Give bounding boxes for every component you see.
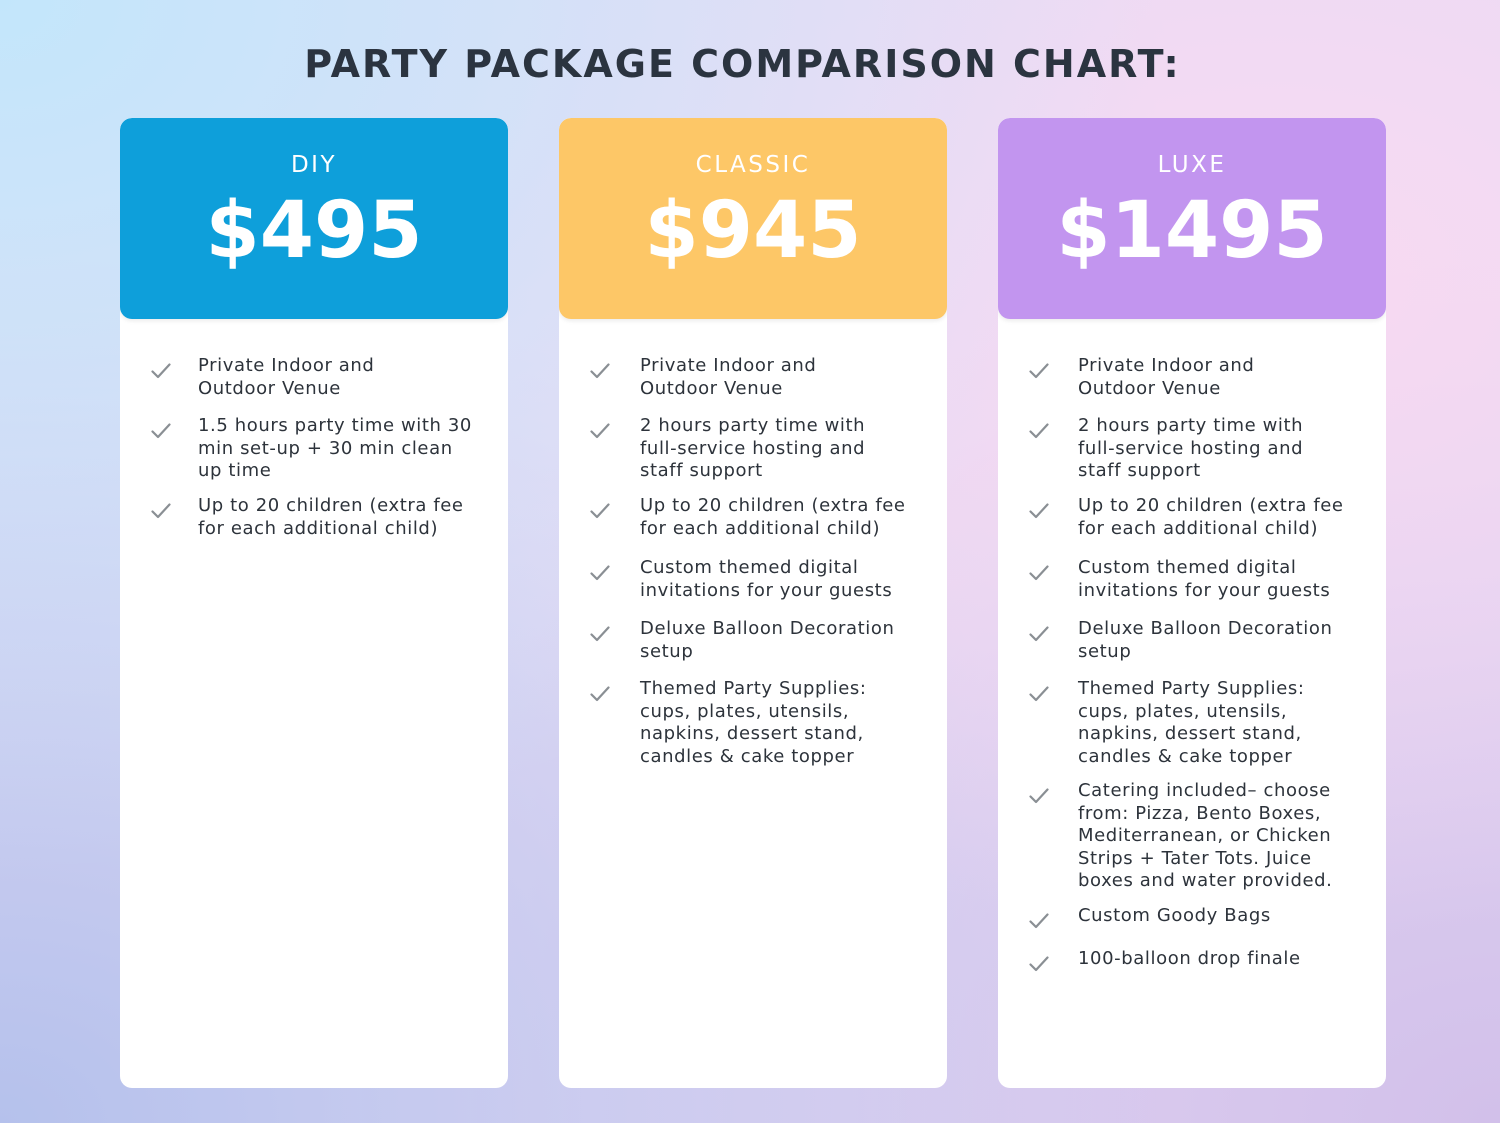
feature-text: Custom Goody Bags — [1078, 905, 1271, 926]
check-icon — [1029, 686, 1049, 702]
package-header: CLASSIC $945 — [559, 118, 947, 319]
feature-text: Themed Party Supplies: cups, plates, ute… — [1078, 678, 1305, 767]
package-price: $1495 — [1056, 186, 1328, 276]
package-card-luxe: LUXE $1495 Private Indoor and Outdoor Venu… — [998, 118, 1386, 1088]
check-icon — [1029, 503, 1049, 519]
package-name: DIY — [290, 152, 338, 178]
check-icon — [590, 565, 610, 581]
check-icon — [590, 686, 610, 702]
package-price: $495 — [205, 186, 423, 276]
feature-text: 100-balloon drop finale — [1078, 948, 1301, 969]
package-card-classic: CLASSIC $945 Private Indoor and Outdoor Ve… — [559, 118, 947, 1088]
feature-text: Private Indoor and Outdoor Venue — [1078, 355, 1255, 399]
feature-text: Deluxe Balloon Decoration setup — [1078, 618, 1333, 662]
feature-text: Custom themed digital invitations for yo… — [1078, 557, 1331, 601]
feature-text: Up to 20 children (extra fee for each ad… — [198, 495, 464, 539]
feature-text: 2 hours party time with full-service hos… — [640, 415, 866, 481]
feature-text: Custom themed digital invitations for yo… — [640, 557, 893, 601]
feature-text: Up to 20 children (extra fee for each ad… — [1078, 495, 1344, 539]
check-icon — [1029, 956, 1049, 972]
package-card-diy: DIY $495 Private Indoor and Outdoor Venue 1… — [120, 118, 508, 1088]
package-header: LUXE $1495 — [998, 118, 1386, 319]
feature-text: Catering included– choose from: Pizza, B… — [1078, 780, 1333, 891]
check-icon — [1029, 565, 1049, 581]
check-icon — [1029, 363, 1049, 379]
check-icon — [590, 423, 610, 439]
feature-text: 1.5 hours party time with 30 min set-up … — [198, 415, 472, 481]
feature-text: Themed Party Supplies: cups, plates, ute… — [640, 678, 867, 767]
feature-text: Deluxe Balloon Decoration setup — [640, 618, 895, 662]
check-icon — [1029, 626, 1049, 642]
package-price: $945 — [644, 186, 862, 276]
feature-text: Private Indoor and Outdoor Venue — [198, 355, 375, 399]
check-icon — [151, 363, 171, 379]
feature-text: Up to 20 children (extra fee for each ad… — [640, 495, 906, 539]
check-icon — [1029, 788, 1049, 804]
page-title: PARTY PACKAGE COMPARISON CHART: — [304, 42, 1181, 86]
check-icon — [590, 363, 610, 379]
check-icon — [1029, 423, 1049, 439]
package-header: DIY $495 — [120, 118, 508, 319]
check-icon — [151, 423, 171, 439]
feature-text: 2 hours party time with full-service hos… — [1078, 415, 1304, 481]
check-icon — [151, 503, 171, 519]
feature-text: Private Indoor and Outdoor Venue — [640, 355, 817, 399]
package-name: LUXE — [1157, 152, 1227, 178]
check-icon — [1029, 913, 1049, 929]
check-icon — [590, 503, 610, 519]
package-name: CLASSIC — [695, 152, 811, 178]
check-icon — [590, 626, 610, 642]
